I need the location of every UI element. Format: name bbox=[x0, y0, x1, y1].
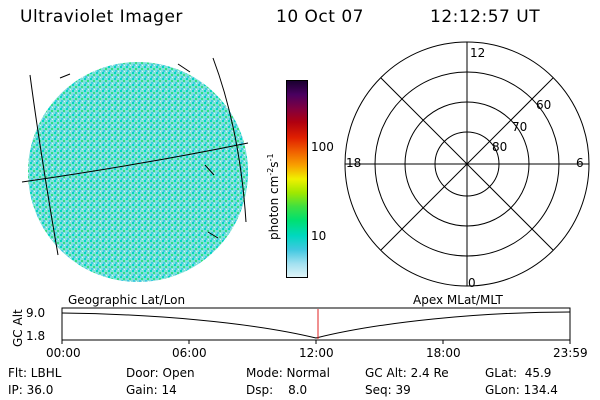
status-filter: Flt: LBHL bbox=[8, 366, 62, 380]
timeline-frame bbox=[61, 307, 571, 341]
timeline-y-tick-max: 9.0 bbox=[26, 306, 46, 320]
colorbar-tick-10: 10 bbox=[311, 229, 327, 243]
status-dsp: Dsp: 8.0 bbox=[246, 383, 308, 397]
timeline-x-tick-1800: 18:00 bbox=[426, 346, 461, 360]
lat-label-70: 70 bbox=[512, 120, 528, 134]
timeline-x-tick-0600: 06:00 bbox=[172, 346, 207, 360]
timeline-right-label: Apex MLat/MLT bbox=[413, 293, 503, 307]
timeline-x-tick-1200: 12:00 bbox=[299, 346, 334, 360]
colorbar-tick-100: 100 bbox=[311, 140, 334, 154]
image-date: 10 Oct 07 bbox=[276, 7, 364, 27]
mlt-label-18: 18 bbox=[346, 156, 362, 170]
status-seq: Seq: 39 bbox=[365, 383, 411, 397]
lat-label-60: 60 bbox=[536, 98, 552, 112]
status-gain: Gain: 14 bbox=[126, 383, 177, 397]
timeline-left-label: Geographic Lat/Lon bbox=[68, 293, 186, 307]
color-scale-bar bbox=[286, 80, 308, 278]
polar-diagonal-2 bbox=[380, 77, 554, 251]
geographic-grid-lines bbox=[21, 57, 249, 256]
mlt-label-6: 6 bbox=[576, 156, 584, 170]
lat-label-80: 80 bbox=[492, 140, 508, 154]
status-door: Door: Open bbox=[126, 366, 195, 380]
status-ip: IP: 36.0 bbox=[8, 383, 54, 397]
image-title: Ultraviolet Imager bbox=[20, 7, 183, 27]
mlt-label-12: 12 bbox=[470, 46, 486, 60]
image-time: 12:12:57 UT bbox=[430, 7, 541, 27]
timeline-x-tick-2359: 23:59 bbox=[553, 346, 588, 360]
timeline-x-tick-0000: 00:00 bbox=[46, 346, 81, 360]
status-gc-alt: GC Alt: 2.4 Re bbox=[365, 366, 449, 380]
uv-globe-image bbox=[28, 62, 248, 282]
status-glat: GLat: 45.9 bbox=[485, 366, 552, 380]
mlt-label-0: 0 bbox=[468, 276, 476, 290]
status-glon: GLon: 134.4 bbox=[485, 383, 558, 397]
status-mode: Mode: Normal bbox=[246, 366, 330, 380]
timeline-y-tick-min: 1.8 bbox=[26, 329, 46, 343]
gc-alt-curve bbox=[61, 311, 571, 339]
